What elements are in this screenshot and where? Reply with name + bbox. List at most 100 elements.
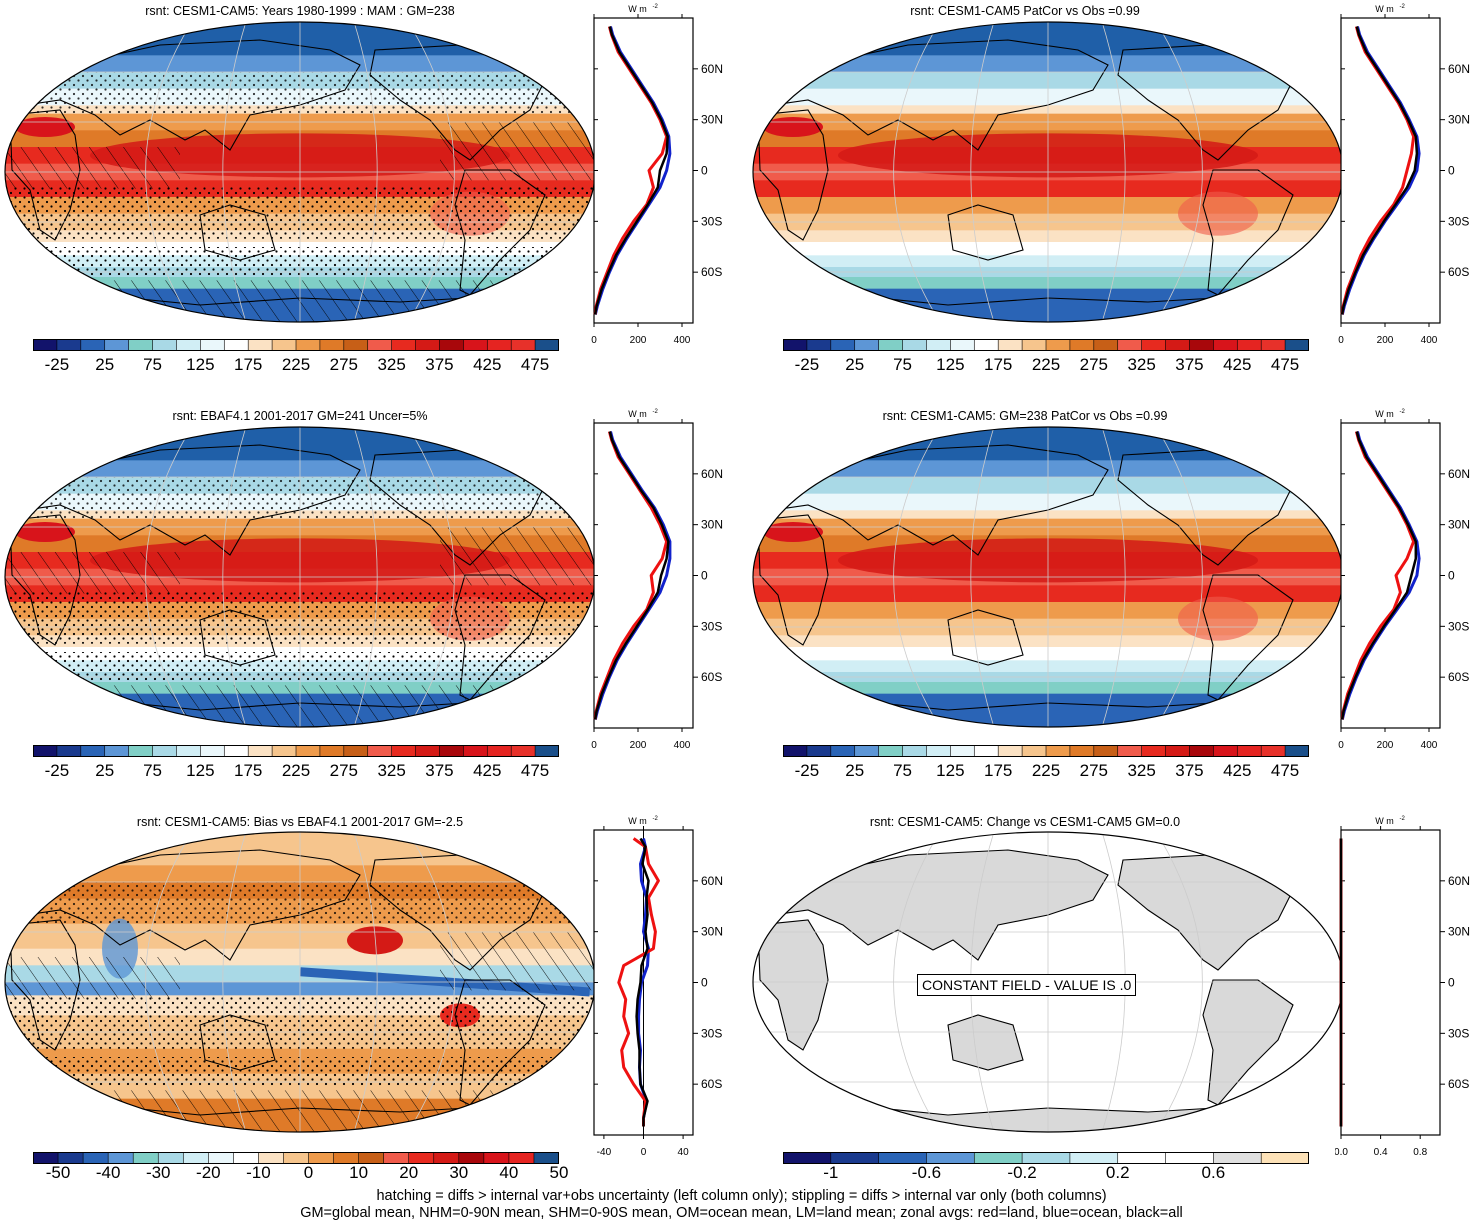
colorbar-tick-label: 20: [399, 1163, 419, 1182]
hatching: [440, 122, 595, 181]
longitude-gridline: [145, 832, 193, 1132]
hatching: [440, 527, 595, 586]
colorbar-swatch: [950, 339, 976, 351]
colorbar-tick-label: 75: [893, 761, 912, 780]
profile-ytick-label: 60S: [1448, 670, 1469, 684]
longitude-gridline: [407, 427, 455, 727]
colorbar-tick-label: 40: [499, 1163, 519, 1182]
colorbar-swatch: [128, 745, 154, 757]
colorbar-swatch: [391, 745, 417, 757]
profile-unit: W m: [628, 4, 647, 14]
colorbar-tick-label: -10: [246, 1163, 271, 1182]
continent-outline: [1202, 979, 1294, 1106]
colorbar-swatch: [415, 339, 441, 351]
panel5-zonal-profile: W m -2 60N 30N 0 30S 60S -40 0 40: [593, 816, 723, 1158]
panel6-zonal-profile: W m -2 60N 30N 0 30S 60S 0.0 0.4 0.8: [1335, 816, 1470, 1158]
colorbar-tick-label: 275: [329, 761, 358, 780]
continent-outline: [757, 109, 829, 241]
panel6-title: rsnt: CESM1-CAM5: Change vs CESM1-CAM5 G…: [869, 815, 1181, 829]
colorbar-swatch: [926, 745, 952, 757]
profile-ytick-label: 0: [1448, 976, 1455, 990]
colorbar-frame: [783, 745, 1309, 757]
panel1-zonal-profile: W m -2 60N 30N 0 30S 60S 0 200 400: [591, 4, 723, 346]
colorbar-tick-label: 125: [186, 355, 215, 374]
colorbar-swatch: [391, 339, 417, 351]
profile-xtick-label: 400: [1421, 740, 1438, 751]
colorbar-swatch: [1045, 745, 1071, 757]
zonal-all-line: [1340, 26, 1419, 315]
colorbar-swatch: [783, 745, 808, 757]
profile-ytick-label: 60N: [1448, 467, 1470, 481]
longitude-gridline: [407, 832, 455, 1132]
continent-outline: [753, 294, 1343, 322]
colorbar-tick-label: 275: [1079, 355, 1108, 374]
colorbar-swatch: [1260, 1152, 1309, 1164]
panel5-map: [4, 831, 596, 1133]
colorbar-swatch: [1213, 745, 1239, 757]
colorbar-swatch: [1236, 339, 1262, 351]
continent-outline: [947, 1014, 1024, 1071]
colorbar-frame: [783, 339, 1309, 351]
panel4-zonal-profile: W m -2 60N 30N 0 30S 60S 0 200 400: [1338, 409, 1470, 751]
colorbar-tick-label: 0.2: [1105, 1163, 1130, 1182]
profile-xtick-label: 200: [630, 335, 647, 346]
longitude-gridline: [970, 427, 995, 727]
colorbar-tick-label: 30: [449, 1163, 469, 1182]
colorbar-tick-label: 275: [329, 355, 358, 374]
continent-outline: [1202, 169, 1294, 296]
profile-ytick-label: 30S: [1448, 619, 1469, 633]
colorbar-swatch: [200, 745, 226, 757]
colorbar-tick-label: 225: [281, 761, 311, 780]
colorbar-tick-label: -0.6: [911, 1163, 942, 1182]
profile-ytick-label: 30S: [701, 214, 722, 228]
continent-outline: [1202, 574, 1294, 701]
profile-xtick-label: 0.0: [1335, 1147, 1348, 1158]
colorbar-swatch: [56, 745, 82, 757]
colorbar-swatch: [878, 339, 904, 351]
colorbar-swatch: [534, 339, 559, 351]
colorbar-tick-label: 75: [143, 355, 162, 374]
hatching: [5, 552, 180, 594]
panel3-zonal-profile: W m -2 60N 30N 0 30S 60S 0 200 400: [591, 409, 723, 751]
profile-ytick-label: 30N: [1448, 113, 1470, 127]
longitude-gridline: [353, 832, 378, 1132]
profile-ytick-label: 0: [1448, 164, 1455, 178]
profile-xtick-label: 0: [591, 335, 597, 346]
profile-xtick-label: 40: [678, 1147, 690, 1158]
colorbar-swatch: [439, 339, 465, 351]
colorbar-swatch: [295, 339, 321, 351]
colorbar-swatch: [1021, 745, 1047, 757]
colorbar-tick-label: 375: [1175, 761, 1204, 780]
colorbar-tick-label: 175: [983, 761, 1013, 780]
colorbar-swatch: [1093, 339, 1119, 351]
profile-xtick-label: 0.4: [1374, 1147, 1388, 1158]
panel4-title: rsnt: CESM1-CAM5: GM=238 PatCor vs Obs =…: [882, 409, 1168, 423]
continent-outline: [947, 609, 1024, 666]
longitude-gridline: [1101, 22, 1126, 322]
longitude-gridline: [222, 832, 247, 1132]
map-field: [5, 22, 595, 322]
profile-ytick-label: 60S: [701, 265, 722, 279]
colorbar-swatch: [973, 745, 999, 757]
colorbar-tick-label: 0: [303, 1163, 314, 1182]
profile-xtick-label: 400: [674, 740, 691, 751]
profile-ytick-label: 60N: [701, 874, 723, 888]
colorbar-tick-label: 325: [377, 355, 406, 374]
profile-xtick-label: 200: [1377, 335, 1394, 346]
colorbar-swatch: [950, 745, 976, 757]
map-field: [753, 427, 1343, 727]
profile-ytick-label: 30N: [701, 518, 723, 532]
longitude-gridline: [893, 427, 941, 727]
colorbar-tick-label: 25: [845, 761, 865, 780]
colorbar-swatch: [247, 339, 273, 351]
colorbar-swatch: [1141, 339, 1167, 351]
colorbar-tick-label: -50: [45, 1163, 71, 1182]
colorbar-swatch: [1213, 339, 1239, 351]
continent-outline: [499, 429, 561, 466]
colorbar-tick-label: 225: [1031, 355, 1061, 374]
colorbar-tick-label: -30: [145, 1163, 171, 1182]
colorbar-tick-label: 75: [893, 355, 912, 374]
colorbar-swatch: [463, 745, 489, 757]
colorbar-swatch: [271, 339, 297, 351]
panel3-title: rsnt: EBAF4.1 2001-2017 GM=241 Uncer=5%: [172, 409, 428, 423]
